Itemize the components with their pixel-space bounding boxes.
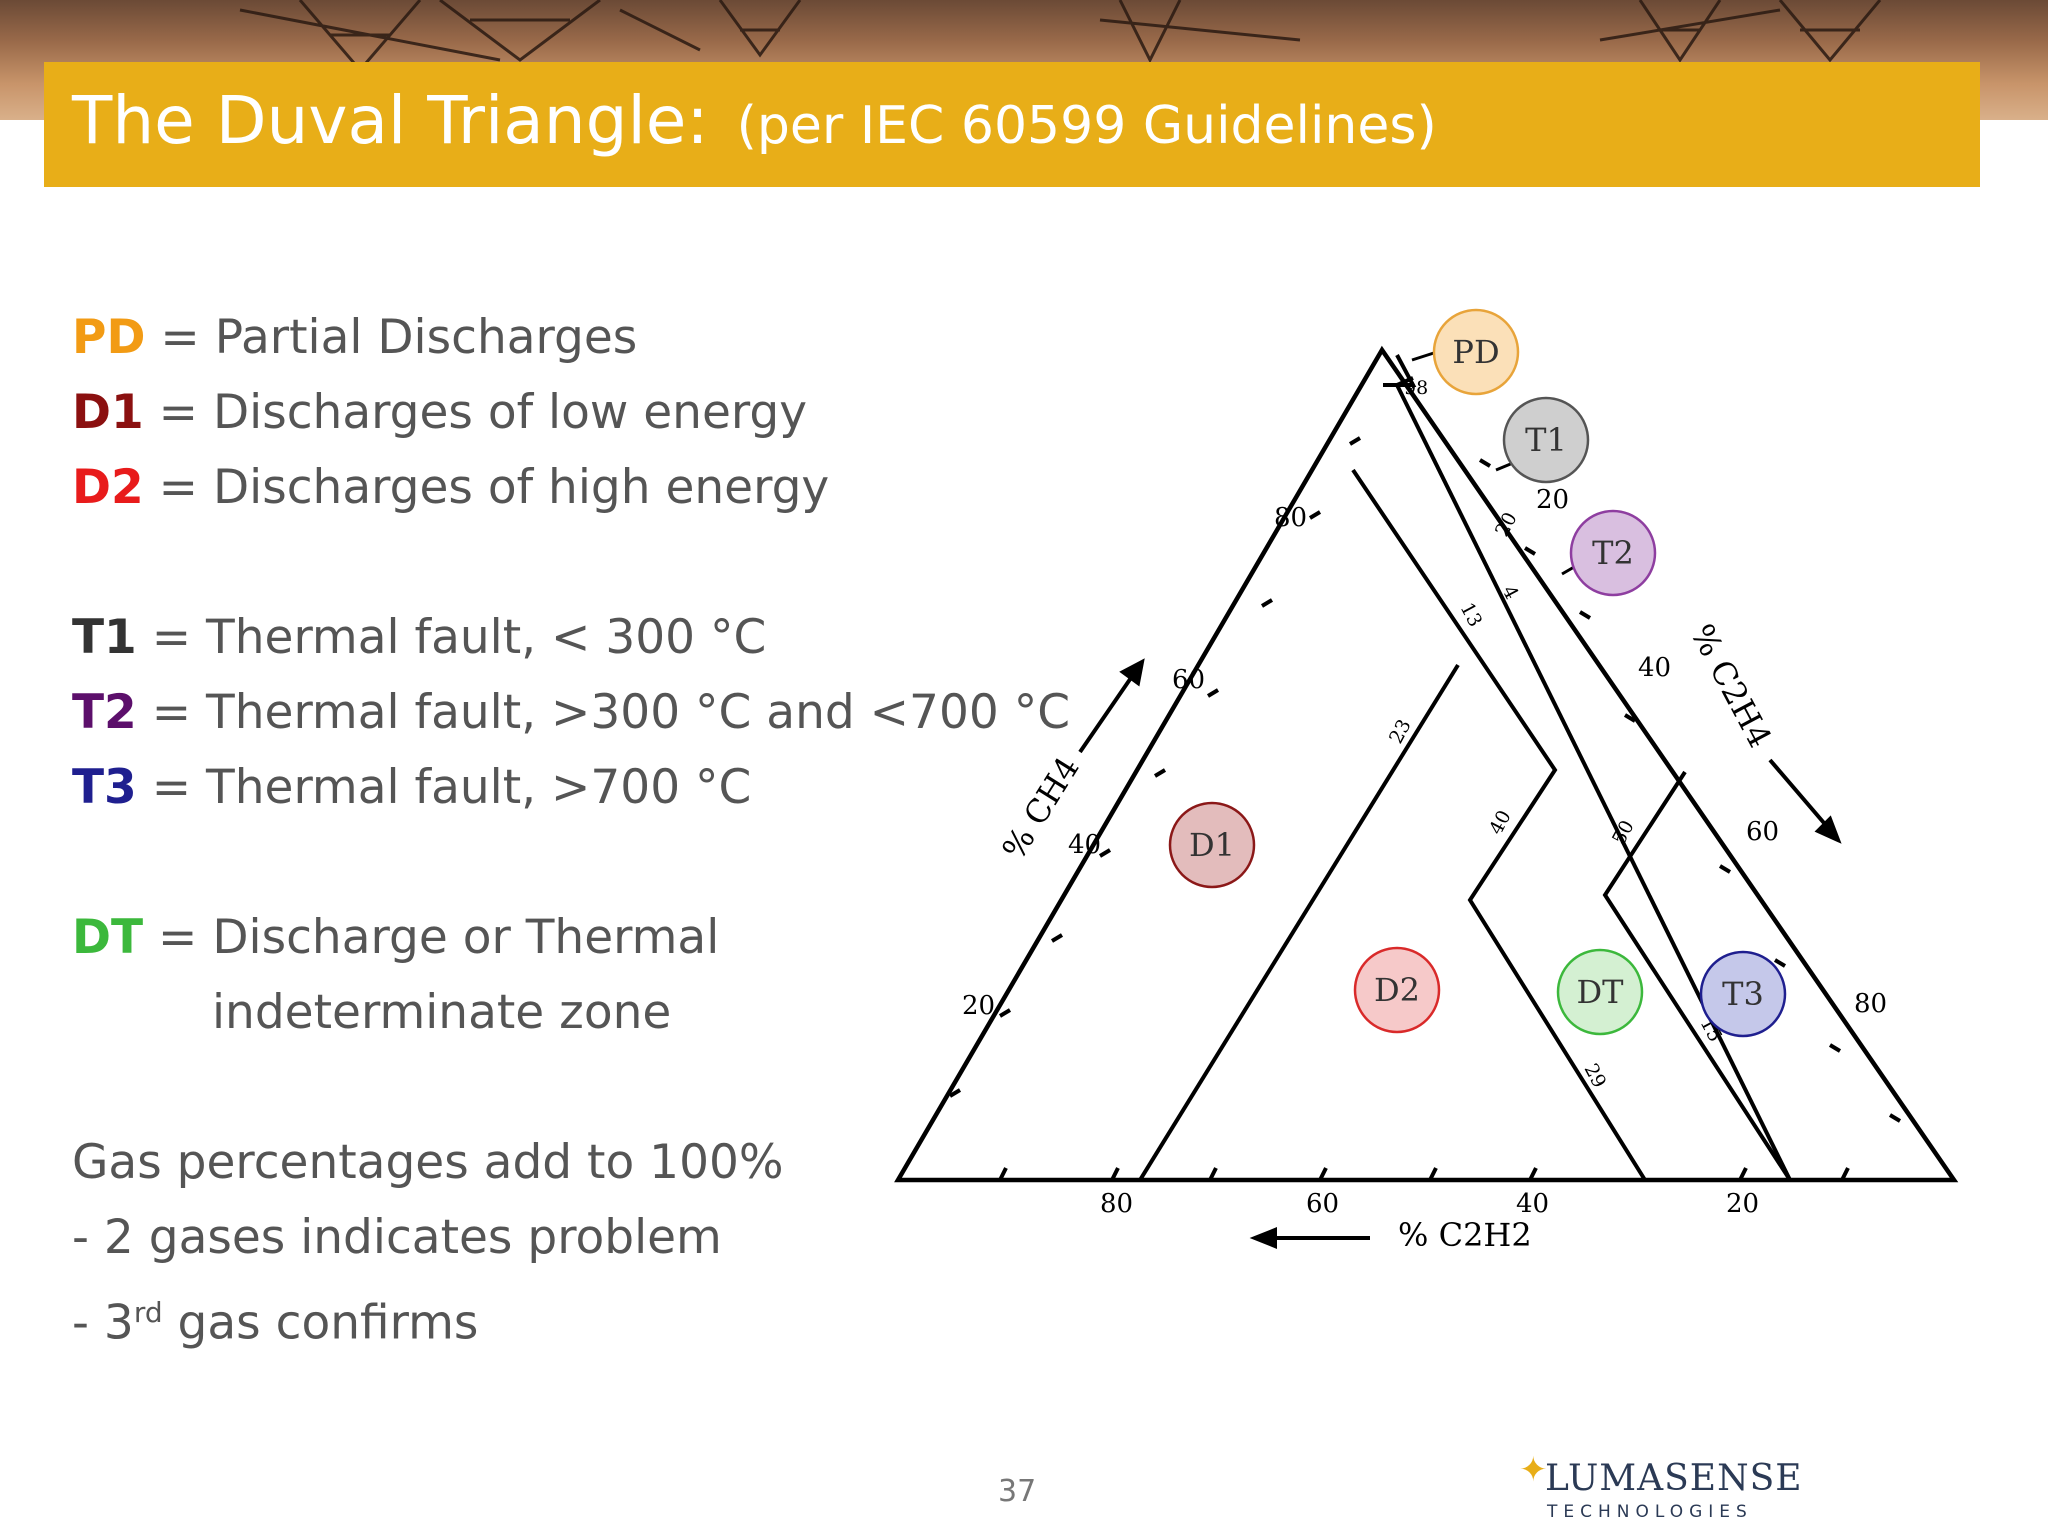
right-tick-label: 80 (1854, 989, 1887, 1019)
legend-list: PD = Partial Discharges D1 = Discharges … (72, 300, 1070, 1351)
legend-code: T1 (72, 610, 137, 665)
arrow-c2h4 (1768, 758, 1832, 832)
boundary-d1-d2-dt (1351, 468, 1647, 1182)
legend-text: = Discharges of high energy (143, 460, 830, 515)
legend-code: T2 (72, 685, 137, 740)
zone-marker-pd (1432, 308, 1520, 396)
boundary-98 (1383, 354, 1417, 387)
zone-marker-t2 (1569, 509, 1657, 597)
title-bar (44, 62, 1980, 187)
zone-marker-d2 (1353, 946, 1441, 1034)
legend-item-t1: T1 = Thermal fault, < 300 °C (72, 600, 1070, 675)
zone-marker-dt (1556, 948, 1644, 1036)
company-logo: ✦ LUMASENSE TECHNOLOGIES (1515, 1450, 1802, 1522)
legend-item-dt: DT = Discharge or Thermal (72, 900, 1070, 975)
note-line-1: Gas percentages add to 100% (72, 1135, 784, 1190)
axis-title-c2h4: % C2H4 (1683, 618, 1779, 754)
page-number: 37 (998, 1474, 1037, 1509)
legend-item-t3: T3 = Thermal fault, >700 °C (72, 750, 1070, 825)
tick-labels: 80 60 40 20 20 40 60 80 80 60 40 20 (962, 485, 1887, 1219)
legend-code: DT (72, 910, 144, 965)
arrow-c2h4-head (1814, 815, 1842, 844)
arrow-c2h2-head (1249, 1227, 1277, 1249)
left-tick-label: 80 (1274, 503, 1307, 533)
legend-item-dt-continued: indeterminate zone (72, 975, 1070, 1050)
legend-item-pd: PD = Partial Discharges (72, 300, 1070, 375)
arrow-ch4 (1078, 670, 1137, 754)
zone-label-t3: T3 (1722, 975, 1764, 1013)
left-tick-label: 20 (962, 991, 995, 1021)
zone-markers: PD T1 T2 D1 D2 DT T3 (1168, 308, 1787, 1038)
zone-label-t2: T2 (1592, 534, 1634, 572)
arrow-ch4-head (1119, 658, 1145, 687)
legend-text: = Thermal fault, >300 °C and <700 °C (136, 685, 1071, 740)
zone-boundaries (1138, 354, 1792, 1182)
bottom-tick-label: 60 (1306, 1189, 1339, 1219)
zone-label-d1: D1 (1189, 826, 1235, 864)
note-line-3: - 3rd gas confirms (72, 1275, 1070, 1351)
right-tick-label: 40 (1638, 653, 1671, 683)
legend-item-d1: D1 = Discharges of low energy (72, 375, 1070, 450)
zone-label-t1: T1 (1525, 421, 1567, 459)
legend-text: = Discharges of low energy (143, 385, 808, 440)
legend-text: = Discharge or Thermal (143, 910, 720, 965)
left-tick-label: 40 (1068, 830, 1101, 860)
note-line-2: - 2 gases indicates problem (72, 1210, 722, 1265)
logo-wordmark: LUMASENSE (1545, 1458, 1803, 1499)
zone-marker-t3 (1699, 950, 1787, 1038)
right-tick-label: 60 (1746, 817, 1779, 847)
right-tick-label: 20 (1536, 485, 1569, 515)
legend-code: T3 (72, 760, 137, 815)
bottom-tick-label: 80 (1100, 1189, 1133, 1219)
legend-item-d2: D2 = Discharges of high energy (72, 450, 1070, 525)
slide-title: The Duval Triangle: (per IEC 60599 Guidel… (72, 82, 1437, 159)
title-subtitle: (per IEC 60599 Guidelines) (736, 96, 1437, 156)
title-main: The Duval Triangle: (72, 82, 709, 159)
legend-code: D2 (72, 460, 144, 515)
boundary-dt-t3 (1602, 770, 1792, 1182)
legend-text: = Thermal fault, < 300 °C (136, 610, 767, 665)
zone-marker-d1 (1168, 801, 1256, 889)
outer-triangle (894, 345, 1959, 1183)
logo-star-icon: ✦ (1519, 1450, 1548, 1490)
power-lines-illustration (239, 0, 1882, 73)
legend-text: indeterminate zone (212, 985, 672, 1040)
tick-marks (948, 436, 1902, 1181)
boundary-label: 29 (1580, 1060, 1611, 1092)
zone-label-pd: PD (1452, 333, 1499, 371)
boundary-c2h2-4 (1395, 384, 1792, 1181)
legend-code: D1 (72, 385, 144, 440)
legend-text: = Partial Discharges (145, 310, 638, 365)
zone-marker-t1 (1502, 396, 1590, 484)
left-tick-label: 60 (1172, 665, 1205, 695)
zone-label-dt: DT (1577, 973, 1625, 1011)
bottom-tick-label: 40 (1516, 1189, 1549, 1219)
boundary-label: 98 (1404, 377, 1428, 399)
legend-code: PD (72, 310, 146, 365)
axis-title-c2h2: % C2H2 (1398, 1216, 1532, 1254)
zone-label-d2: D2 (1374, 971, 1420, 1009)
axis-arrows (1078, 658, 1842, 1249)
logo-tagline: TECHNOLOGIES (1547, 1502, 1753, 1522)
bottom-tick-label: 20 (1726, 1189, 1759, 1219)
note-suffix: gas confirms (162, 1295, 479, 1351)
note-prefix: - 3 (72, 1295, 134, 1351)
legend-item-t2: T2 = Thermal fault, >300 °C and <700 °C (72, 675, 1070, 750)
note-superscript: rd (133, 1296, 163, 1329)
boundary-d1-d2 (1138, 663, 1460, 1182)
legend-text: = Thermal fault, >700 °C (136, 760, 752, 815)
